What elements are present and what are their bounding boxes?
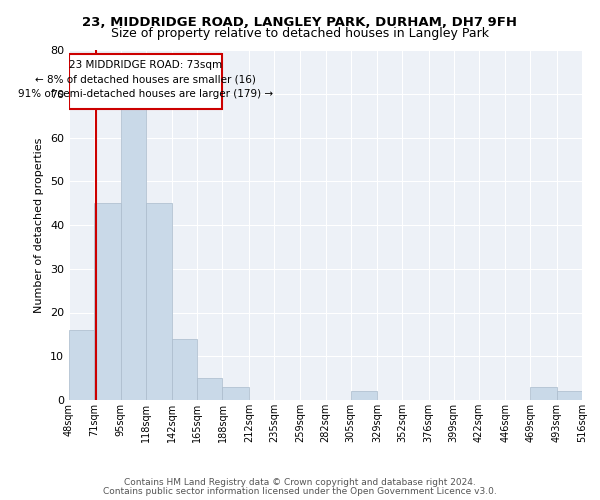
Bar xyxy=(69,330,94,400)
Bar xyxy=(530,387,557,400)
Y-axis label: Number of detached properties: Number of detached properties xyxy=(34,138,44,312)
Bar xyxy=(197,378,223,400)
Text: Contains public sector information licensed under the Open Government Licence v3: Contains public sector information licen… xyxy=(103,487,497,496)
Bar xyxy=(146,203,172,400)
Bar xyxy=(351,391,377,400)
Text: ← 8% of detached houses are smaller (16): ← 8% of detached houses are smaller (16) xyxy=(35,74,256,84)
Text: 23 MIDDRIDGE ROAD: 73sqm: 23 MIDDRIDGE ROAD: 73sqm xyxy=(69,60,222,70)
Text: 23, MIDDRIDGE ROAD, LANGLEY PARK, DURHAM, DH7 9FH: 23, MIDDRIDGE ROAD, LANGLEY PARK, DURHAM… xyxy=(83,16,517,29)
Text: Contains HM Land Registry data © Crown copyright and database right 2024.: Contains HM Land Registry data © Crown c… xyxy=(124,478,476,487)
Bar xyxy=(94,203,121,400)
FancyBboxPatch shape xyxy=(69,54,223,109)
Bar xyxy=(172,339,197,400)
Bar xyxy=(223,387,249,400)
Text: 91% of semi-detached houses are larger (179) →: 91% of semi-detached houses are larger (… xyxy=(18,88,273,99)
Bar xyxy=(557,391,582,400)
Text: Size of property relative to detached houses in Langley Park: Size of property relative to detached ho… xyxy=(111,28,489,40)
Bar xyxy=(121,102,146,400)
